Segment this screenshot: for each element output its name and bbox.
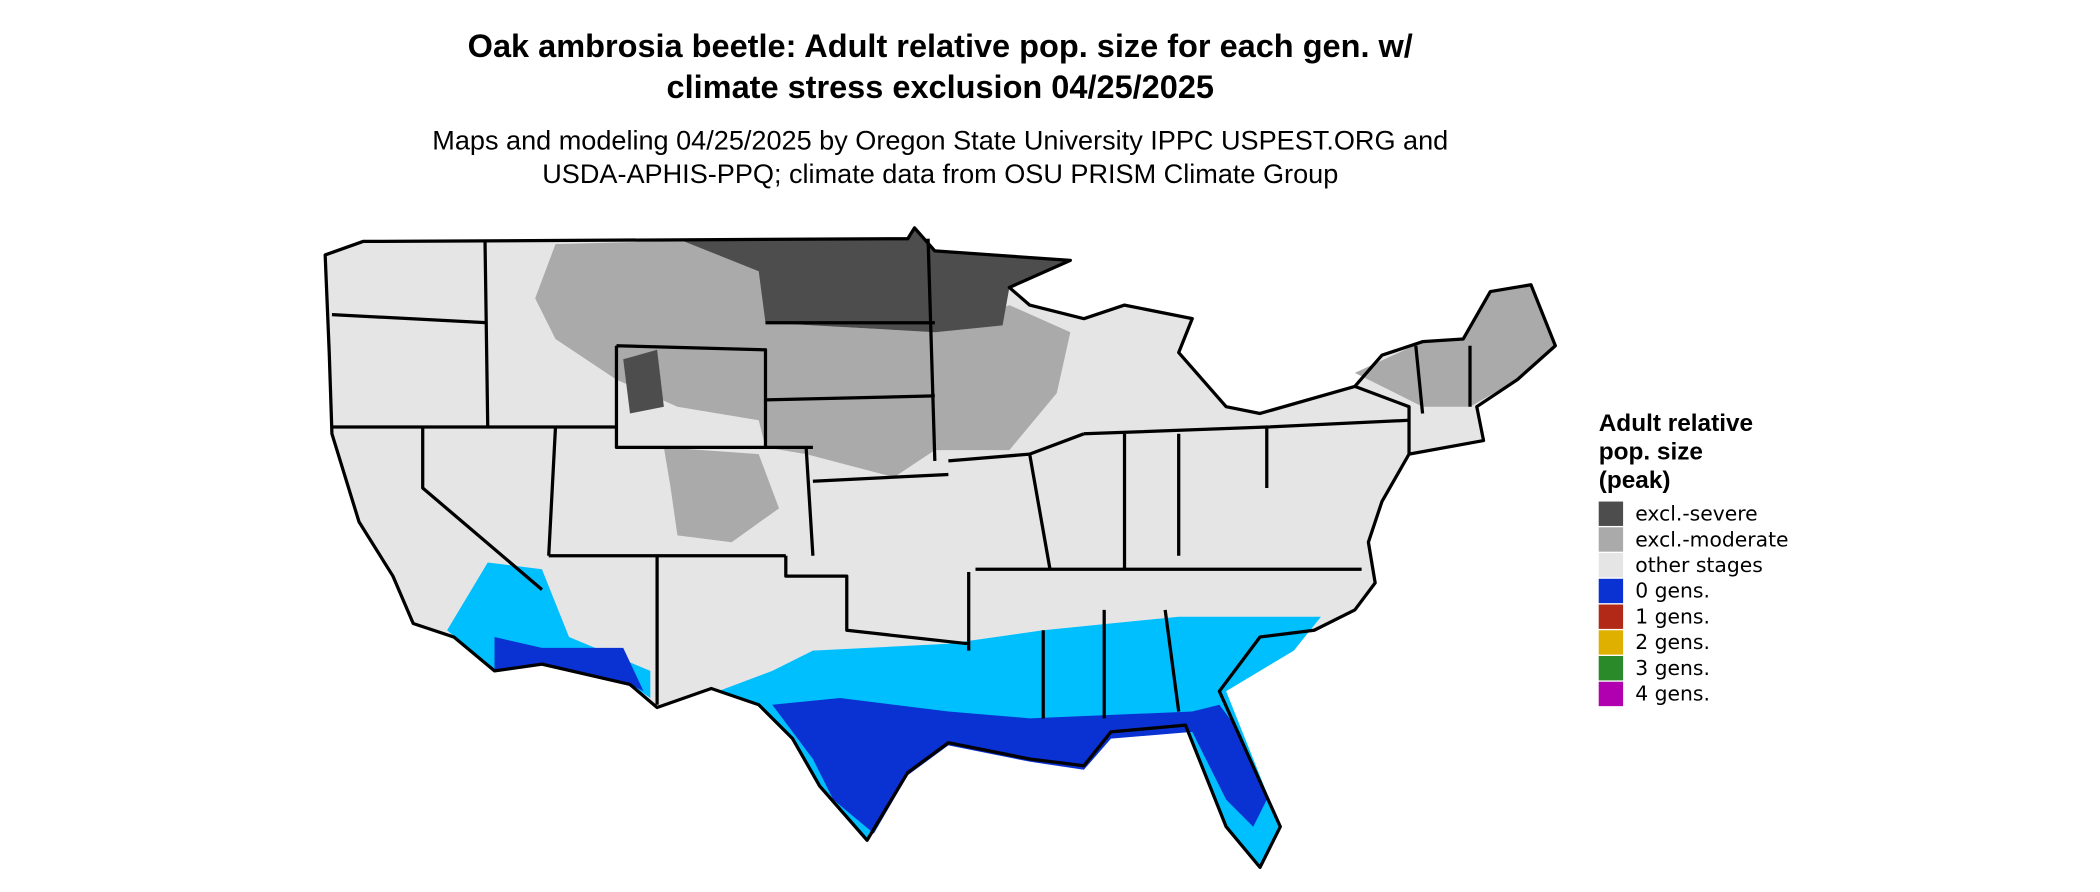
legend-label: 1 gens.: [1635, 604, 1710, 628]
legend-title: pop. size: [1599, 439, 1703, 466]
titles: Oak ambrosia beetle: Adult relative pop.…: [432, 28, 1448, 189]
moderate-zone: [663, 447, 780, 543]
legend-swatch: [1598, 501, 1624, 526]
state-borders: [331, 238, 1472, 719]
us-outline: [323, 226, 1557, 869]
subtitle-line: USDA-APHIS-PPQ; climate data from OSU PR…: [542, 158, 1338, 189]
legend-title: Adult relative: [1599, 410, 1753, 437]
legend-swatch: [1598, 578, 1624, 604]
legend-swatch: [1598, 604, 1624, 629]
legend-label: excl.-severe: [1635, 502, 1757, 526]
legend-title: (peak): [1599, 467, 1671, 494]
title-line: Oak ambrosia beetle: Adult relative pop.…: [468, 28, 1413, 64]
legend-swatch: [1598, 656, 1624, 681]
moderate-zone: [1354, 284, 1556, 407]
blue-zone: [772, 698, 1267, 834]
legend-swatch: [1598, 630, 1624, 655]
legend-swatch: [1598, 527, 1624, 552]
legend-label: 3 gens.: [1635, 656, 1710, 680]
moderate-zone: [535, 238, 1071, 478]
legend-label: other stages: [1635, 553, 1763, 577]
legend-swatch: [1598, 553, 1624, 578]
legend-label: 4 gens.: [1635, 682, 1710, 706]
legend-label: excl.-moderate: [1635, 527, 1788, 551]
legend-swatch: [1598, 681, 1624, 707]
legend-label: 0 gens.: [1635, 579, 1710, 603]
us-map: [323, 226, 1557, 869]
title-line: climate stress exclusion 04/25/2025: [667, 69, 1214, 105]
legend-label: 2 gens.: [1635, 630, 1710, 654]
subtitle-line: Maps and modeling 04/25/2025 by Oregon S…: [432, 124, 1448, 155]
severe-zone: [623, 349, 664, 414]
